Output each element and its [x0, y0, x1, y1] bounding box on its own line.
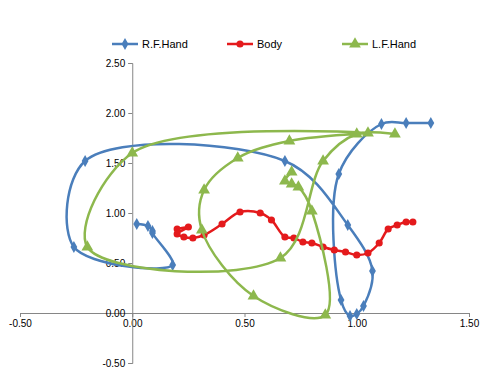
series-point [299, 238, 306, 245]
y-tick-label: 2.50 [106, 58, 126, 69]
x-tick: 0.50 [235, 313, 255, 329]
series-line [67, 122, 431, 316]
series-point [281, 233, 288, 240]
series-point [306, 204, 318, 214]
series-point [342, 248, 349, 255]
y-tick-label: 2.00 [106, 108, 126, 119]
series-point [317, 154, 329, 164]
series-point [81, 240, 93, 250]
series-point [149, 227, 156, 239]
series-point [385, 225, 392, 232]
series-point [369, 265, 376, 277]
y-tick: 2.00 [106, 108, 132, 119]
x-tick-label: 1.50 [460, 318, 480, 329]
series-point [189, 234, 196, 241]
legend-marker [122, 38, 129, 50]
legend-item: L.F.Hand [342, 37, 416, 50]
legend-item: Body [227, 38, 283, 50]
plot-area [67, 117, 435, 322]
series-point [70, 241, 77, 253]
y-axis: -0.500.000.501.001.502.002.50 [102, 58, 132, 369]
series-point [331, 246, 338, 253]
y-tick-mark [128, 363, 132, 364]
series-point [180, 233, 187, 240]
y-tick: 1.00 [106, 208, 132, 219]
x-axis-line [21, 314, 470, 318]
legend: R.F.Hand Body L.F.Hand [112, 37, 416, 50]
x-tick-label: -0.50 [9, 318, 32, 329]
y-tick: 0.00 [106, 308, 132, 319]
series-point [126, 146, 138, 156]
y-tick-label: 0.00 [106, 308, 126, 319]
y-tick: -0.50 [102, 358, 132, 369]
series-point [196, 223, 208, 233]
series-point [403, 117, 410, 129]
y-tick-mark [128, 213, 132, 214]
legend-item: R.F.Hand [112, 38, 188, 50]
legend-label: L.F.Hand [372, 38, 416, 50]
series-point [268, 216, 275, 223]
series-point [338, 294, 345, 306]
y-tick-mark [128, 313, 132, 314]
x-axis: -0.500.000.501.001.50 [9, 313, 480, 329]
chart: -0.500.000.501.001.50-0.500.000.501.001.… [0, 0, 483, 379]
series-point [232, 151, 244, 161]
series-point [286, 165, 298, 175]
series-point [275, 251, 287, 261]
series-point [394, 221, 401, 228]
series-point [353, 308, 360, 320]
series-point [360, 300, 367, 312]
series-point [353, 251, 360, 258]
series-point [351, 127, 363, 137]
series-point [347, 310, 354, 322]
y-tick-label: 1.00 [106, 208, 126, 219]
y-tick-mark [128, 113, 132, 114]
x-tick-mark [469, 313, 470, 317]
legend-label: R.F.Hand [142, 38, 188, 50]
series-point [389, 127, 401, 137]
series-point [335, 168, 342, 180]
x-tick: 1.50 [460, 313, 480, 329]
y-tick-mark [128, 63, 132, 64]
series-point [427, 117, 434, 129]
series-point [169, 259, 176, 271]
series-point [378, 118, 385, 130]
x-tick-mark [20, 313, 21, 317]
series-point [82, 155, 89, 167]
series-point [133, 218, 140, 230]
series-point [409, 218, 416, 225]
x-tick: -0.50 [9, 313, 32, 329]
y-tick-label: -0.50 [102, 358, 125, 369]
series-point [344, 219, 351, 231]
series-point [218, 220, 225, 227]
series-point [364, 249, 371, 256]
x-tick-mark [245, 313, 246, 317]
series-point [236, 208, 243, 215]
x-tick-label: 0.50 [235, 318, 255, 329]
legend-marker [236, 40, 243, 47]
legend-label: Body [257, 38, 283, 50]
series-point [403, 218, 410, 225]
y-tick-mark [128, 163, 132, 164]
series-point [185, 223, 192, 230]
series-line [177, 211, 413, 255]
series-point [308, 239, 315, 246]
series-point [257, 209, 264, 216]
legend-marker [349, 37, 361, 47]
series-line [85, 131, 395, 318]
y-tick: 2.50 [106, 58, 132, 69]
series-point [282, 155, 289, 167]
series-point [362, 126, 374, 136]
series-point [284, 134, 296, 144]
y-axis-line [128, 64, 133, 364]
series-point [174, 230, 181, 237]
series-point [198, 183, 210, 193]
series-point [248, 289, 260, 299]
series-point [292, 180, 304, 190]
series-point [319, 308, 331, 318]
series-point [376, 239, 383, 246]
y-tick-mark [128, 263, 132, 264]
